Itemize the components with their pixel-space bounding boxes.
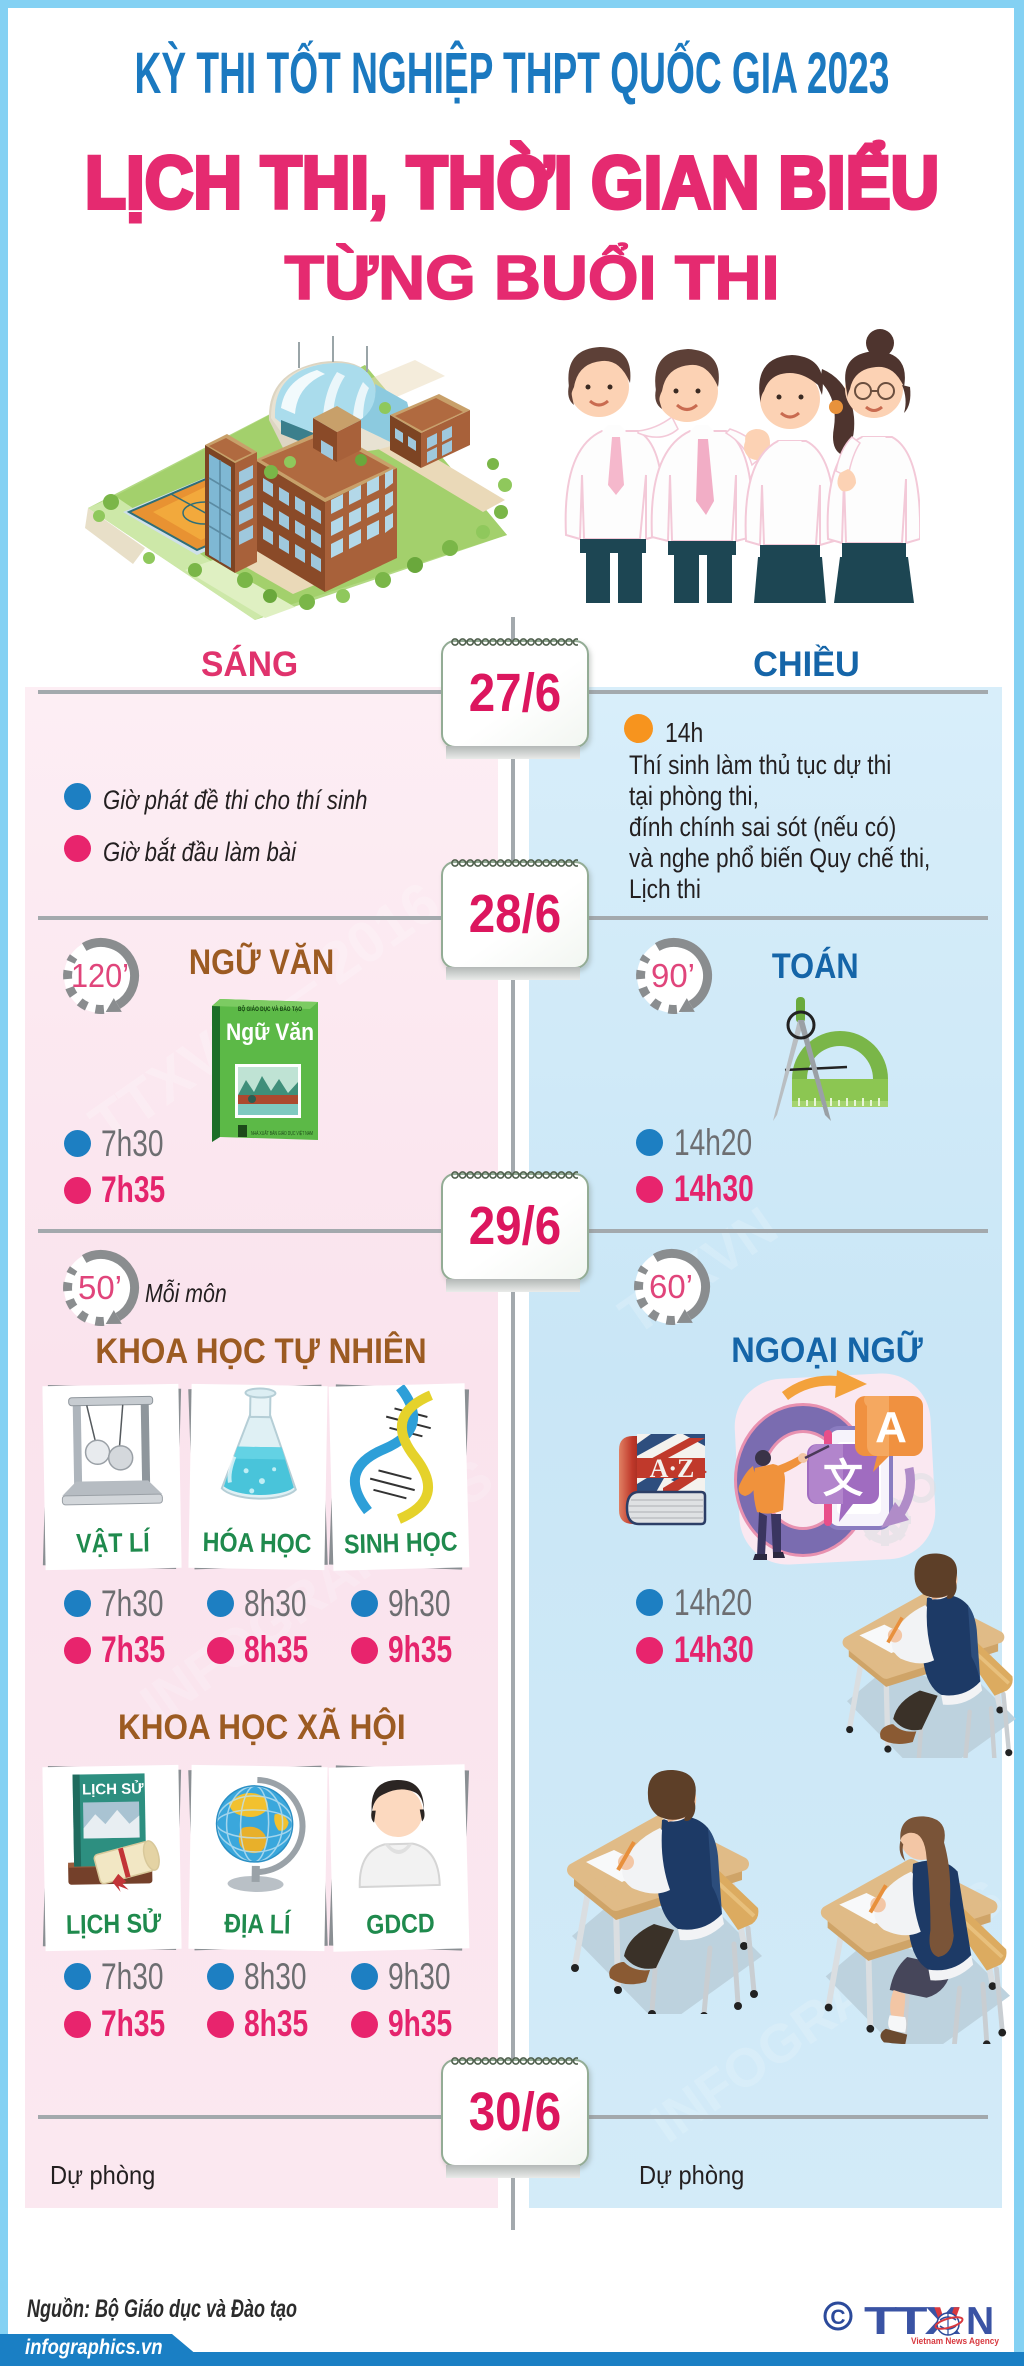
svg-text:A: A bbox=[875, 1403, 907, 1452]
svg-text:N: N bbox=[966, 2300, 994, 2343]
svg-text:120’: 120’ bbox=[71, 957, 129, 994]
svg-text:60’: 60’ bbox=[649, 1268, 693, 1305]
svg-text:文: 文 bbox=[823, 1457, 863, 1501]
svg-text:LỊCH SỬ: LỊCH SỬ bbox=[82, 1779, 144, 1798]
svg-text:Ngữ Văn: Ngữ Văn bbox=[226, 1019, 314, 1046]
svg-text:90’: 90’ bbox=[651, 957, 695, 994]
svg-text:Vietnam News Agency: Vietnam News Agency bbox=[911, 2336, 1000, 2346]
svg-text:BỘ GIÁO DỤC VÀ ĐÀO TẠO: BỘ GIÁO DỤC VÀ ĐÀO TẠO bbox=[238, 1005, 302, 1013]
svg-text:NHÀ XUẤT BẢN GIÁO DỤC VIỆT NAM: NHÀ XUẤT BẢN GIÁO DỤC VIỆT NAM bbox=[251, 1129, 313, 1137]
svg-text:50’: 50’ bbox=[78, 1269, 122, 1306]
svg-text:A·Z: A·Z bbox=[650, 1454, 695, 1483]
svg-text:C: C bbox=[830, 2306, 845, 2329]
